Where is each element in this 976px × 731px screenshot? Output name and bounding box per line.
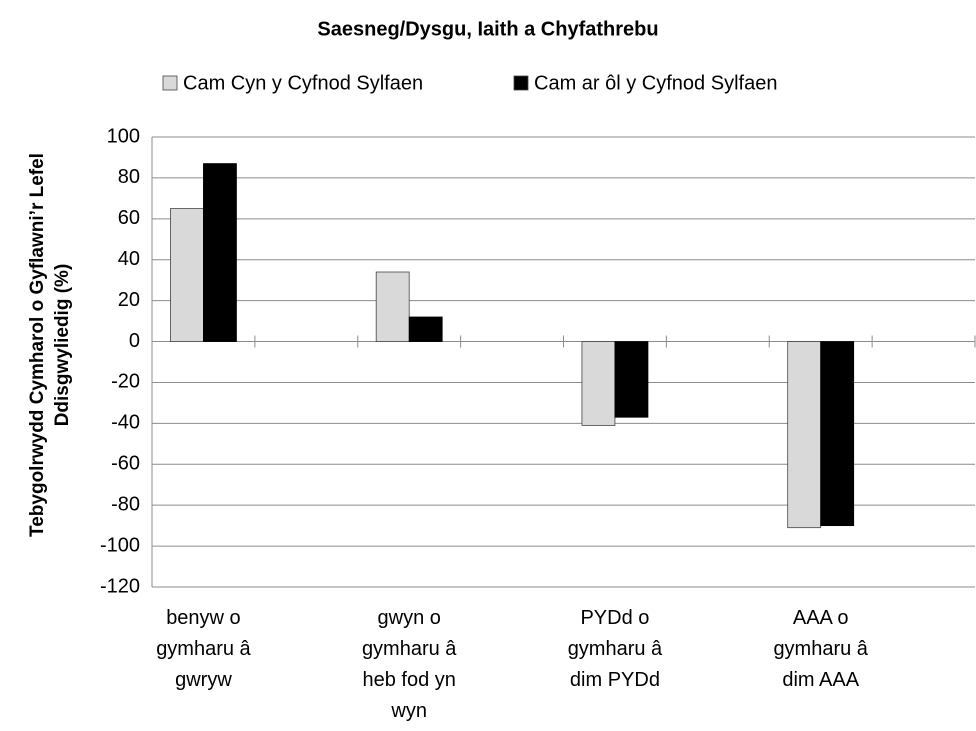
y-tick-label: -60 [111,453,140,475]
bar [614,341,649,418]
y-tick-label: 0 [129,330,140,352]
x-tick-label: benyw o gymharu â gwryw [156,607,251,691]
y-tick-label: -100 [100,534,140,556]
y-axis-label: Tebygolrwydd Cymharol o Gyflawni’r Lefel… [27,153,73,537]
x-tick-label: PYDd o gymharu â dim PYDd [567,607,663,691]
bar [375,271,410,342]
bar [787,341,822,529]
y-tick-label: 80 [118,166,140,188]
bar [170,208,204,342]
y-tick-label: -40 [111,412,140,434]
legend-label: Cam Cyn y Cyfnod Sylfaen [183,72,423,94]
y-tick-label: -120 [100,575,140,597]
chart-title: Saesneg/Dysgu, Iaith a Chyfathrebu [317,18,658,40]
bar [203,163,237,342]
y-tick-label: -80 [111,493,140,515]
y-tick-label: 100 [107,125,140,147]
y-tick-label: 20 [118,289,140,311]
bar [820,341,855,527]
y-tick-label: -20 [111,371,140,393]
legend-swatch [513,75,529,91]
x-tick-label: AAA o gymharu â dim AAA [773,607,868,691]
y-tick-label: 60 [118,207,140,229]
y-tick-label: 40 [118,248,140,270]
bar [408,316,443,342]
bar [581,341,616,426]
legend-label: Cam ar ôl y Cyfnod Sylfaen [534,72,777,94]
x-tick-label: gwyn o gymharu â heb fod yn wyn [361,607,457,722]
legend-swatch [162,75,178,91]
